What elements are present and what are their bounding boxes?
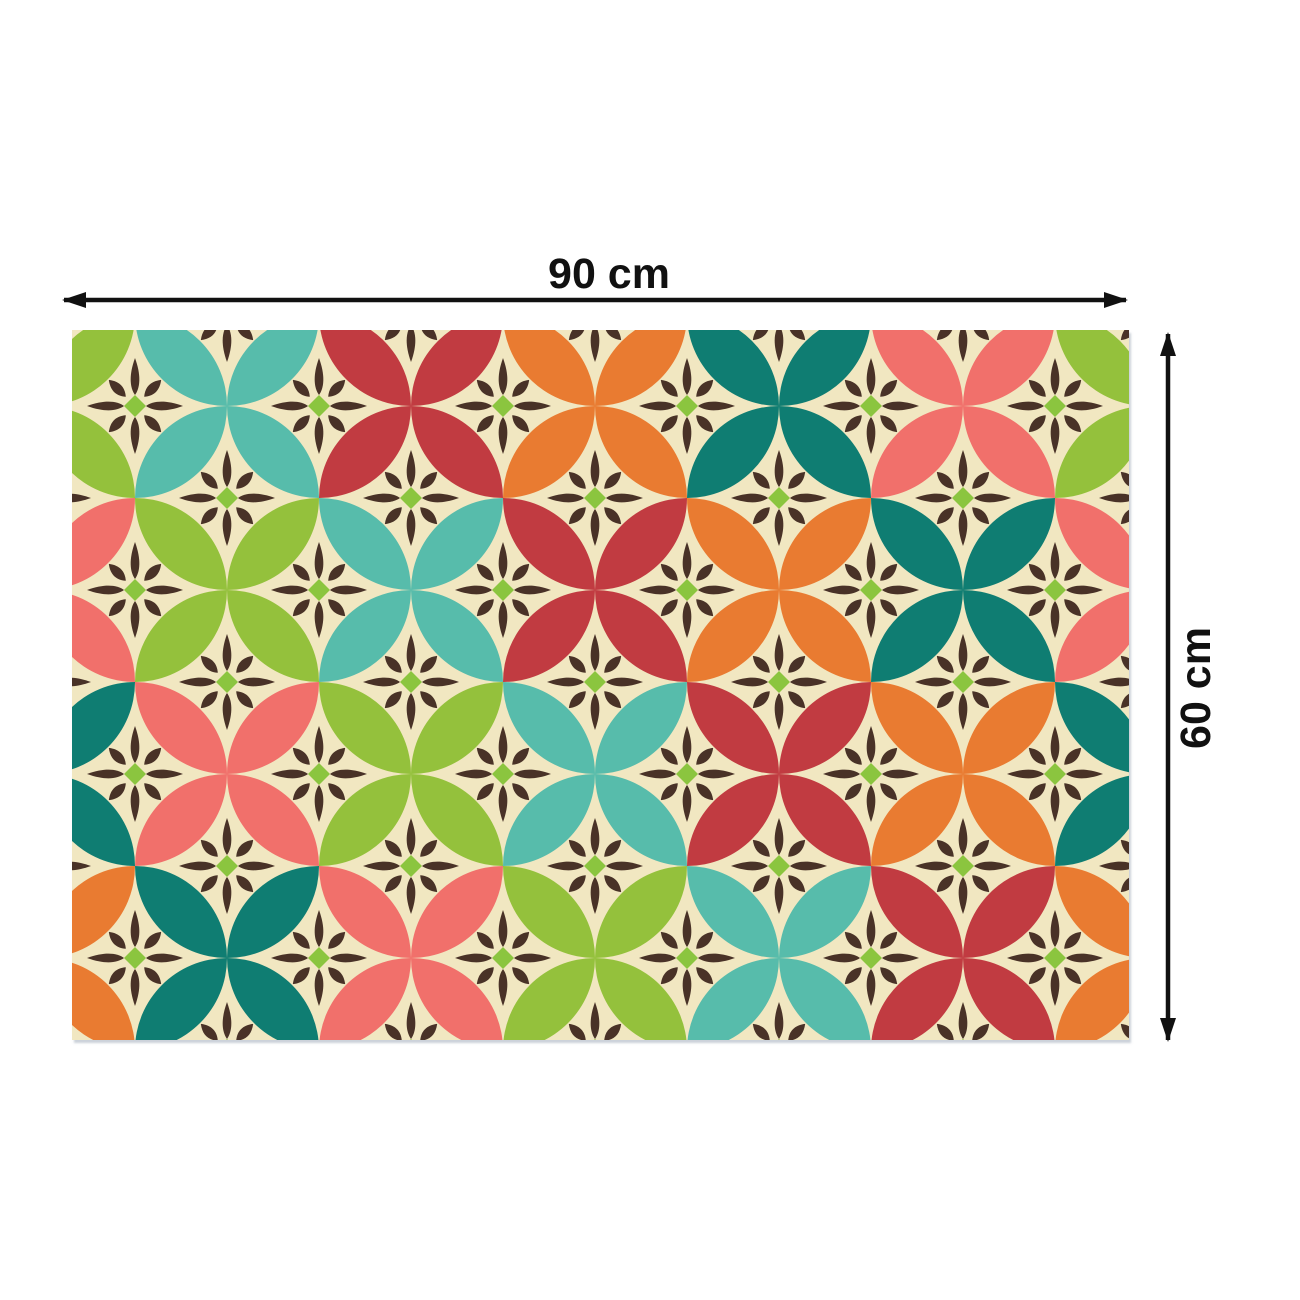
quatrefoil-circle <box>319 330 503 498</box>
quatrefoil-circle <box>72 682 135 866</box>
width-dimension-label: 90 cm <box>548 250 670 298</box>
quatrefoil-circle <box>1055 498 1129 682</box>
height-arrow-top-head-icon <box>1160 332 1176 356</box>
width-arrow-left-head-icon <box>62 292 86 308</box>
quatrefoil-circle <box>319 866 503 1040</box>
quatrefoil-circle <box>687 682 871 866</box>
quatrefoil-circle <box>72 330 135 498</box>
quatrefoil-circle <box>687 866 871 1040</box>
width-arrow-right-head-icon <box>1104 292 1128 308</box>
height-arrow-bottom-head-icon <box>1160 1018 1176 1042</box>
quatrefoil-circle <box>1055 866 1129 1040</box>
quatrefoil-circle <box>871 866 1055 1040</box>
quatrefoil-circle <box>1055 682 1129 866</box>
quatrefoil-circle <box>687 330 871 498</box>
quatrefoil-circle <box>871 498 1055 682</box>
quatrefoil-circle <box>135 330 319 498</box>
quatrefoil-circle <box>135 866 319 1040</box>
quatrefoil-circle <box>687 498 871 682</box>
quatrefoil-circle <box>135 498 319 682</box>
quatrefoil-circle <box>871 330 1055 498</box>
quatrefoil-circle <box>319 498 503 682</box>
quatrefoil-circle <box>135 682 319 866</box>
quatrefoil-circle <box>871 682 1055 866</box>
quatrefoil-circle <box>72 498 135 682</box>
height-dimension-label: 60 cm <box>1172 627 1220 749</box>
quatrefoil-circle <box>503 866 687 1040</box>
width-dimension-arrow: 90 cm <box>62 250 1128 308</box>
rug-pattern-image <box>72 330 1129 1040</box>
height-dimension-arrow: 60 cm <box>1160 332 1220 1042</box>
quatrefoil-circle <box>503 682 687 866</box>
mat-product-image <box>72 330 1129 1040</box>
quatrefoil-circle <box>319 682 503 866</box>
quatrefoil-circle <box>503 330 687 498</box>
quatrefoil-circle <box>503 498 687 682</box>
quatrefoil-circle <box>72 866 135 1040</box>
quatrefoil-circle <box>1055 330 1129 498</box>
